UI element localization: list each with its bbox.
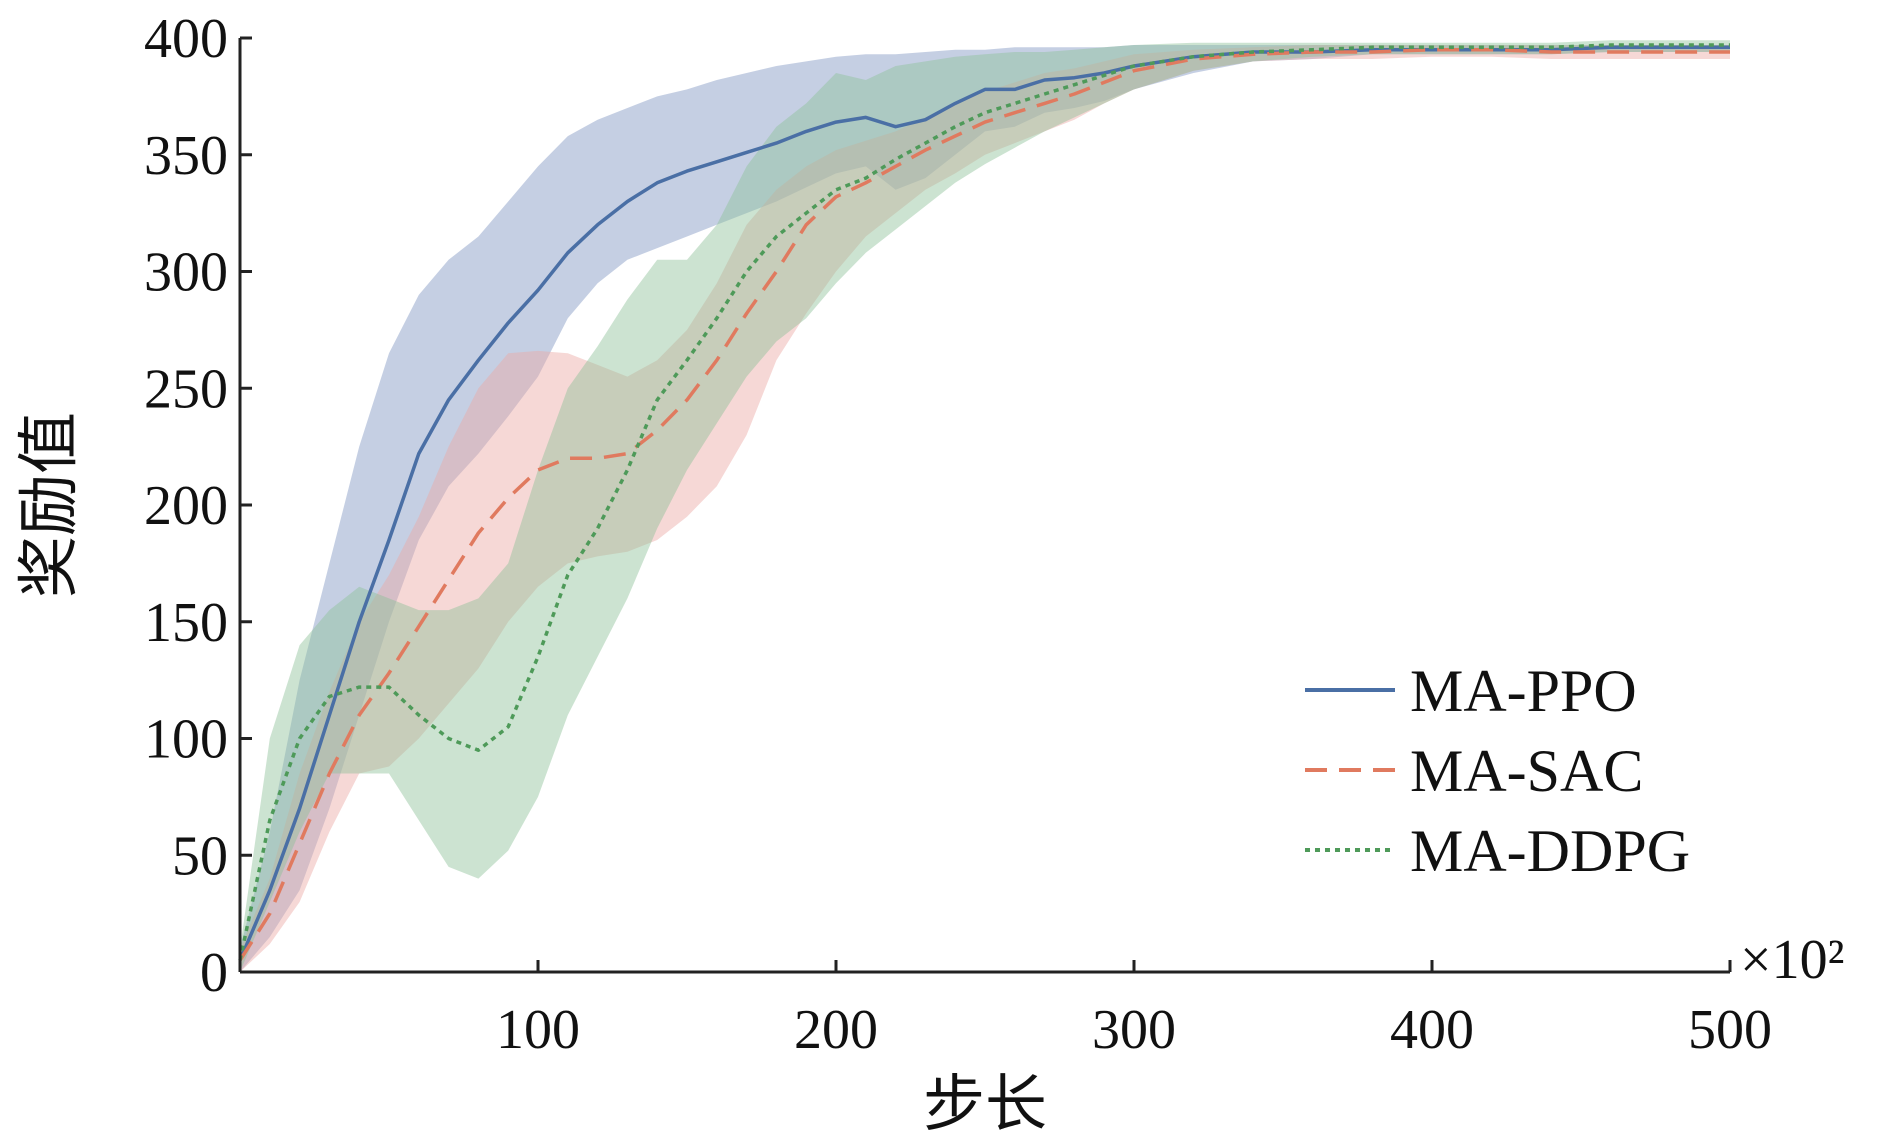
ma-sac-band xyxy=(240,45,1730,972)
y-tick-label: 350 xyxy=(144,125,228,187)
confidence-bands xyxy=(240,40,1730,973)
series-lines xyxy=(238,43,1730,962)
legend-label-ma-ddpg: MA-DDPG xyxy=(1410,818,1690,884)
x-multiplier-label: ×10² xyxy=(1740,929,1844,991)
y-tick-label: 0 xyxy=(200,942,228,1004)
y-tick-label: 400 xyxy=(144,8,228,70)
y-ticks: 0 50 100 150 200 250 300 350 400 xyxy=(144,8,252,1004)
x-tick-label: 400 xyxy=(1390,999,1474,1061)
ma-ppo-line xyxy=(238,45,1730,961)
x-ticks: 100 200 300 400 500 xyxy=(496,960,1772,1061)
legend-label-ma-ppo: MA-PPO xyxy=(1410,658,1637,724)
ma-ddpg-band xyxy=(240,40,1730,973)
y-tick-label: 150 xyxy=(144,592,228,654)
y-tick-label: 200 xyxy=(144,475,228,537)
ma-sac-line xyxy=(238,47,1730,962)
x-tick-label: 500 xyxy=(1688,999,1772,1061)
x-tick-label: 200 xyxy=(794,999,878,1061)
y-axis-label: 奖励值 xyxy=(12,412,85,598)
x-axis-label: 步长 xyxy=(923,1067,1047,1140)
x-tick-label: 100 xyxy=(496,999,580,1061)
x-tick-label: 300 xyxy=(1092,999,1176,1061)
legend-label-ma-sac: MA-SAC xyxy=(1410,738,1643,804)
legend: MA-PPO MA-SAC MA-DDPG xyxy=(1305,658,1690,884)
ma-ddpg-line xyxy=(238,43,1730,961)
y-tick-label: 250 xyxy=(144,358,228,420)
y-tick-label: 50 xyxy=(172,825,228,887)
y-tick-label: 300 xyxy=(144,242,228,304)
y-tick-label: 100 xyxy=(144,709,228,771)
